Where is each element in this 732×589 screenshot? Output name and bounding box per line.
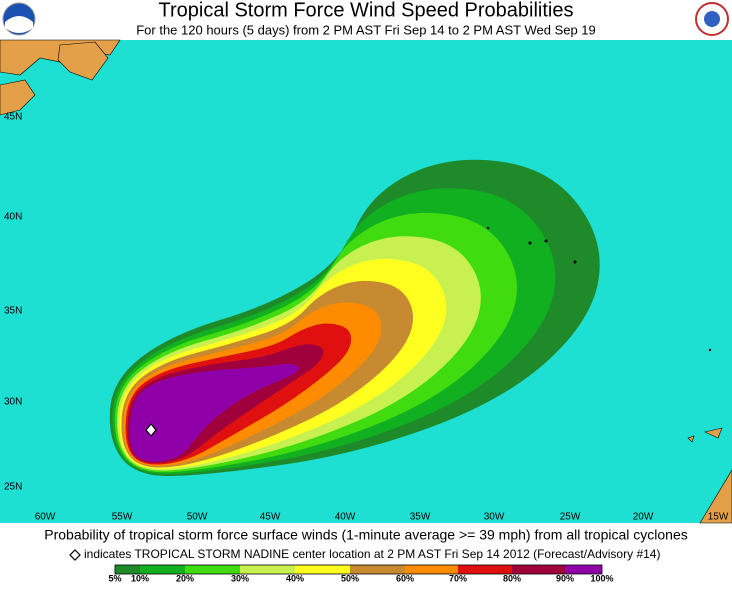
legend-swatch xyxy=(458,565,512,574)
logo-right-inner xyxy=(704,11,720,27)
lat-label: 40N xyxy=(4,212,22,223)
legend-label: 80% xyxy=(503,573,521,583)
logo-left-bird xyxy=(5,16,33,33)
lon-label: 25W xyxy=(560,512,581,523)
lon-label: 30W xyxy=(484,512,505,523)
island xyxy=(573,260,577,264)
lon-label: 35W xyxy=(410,512,431,523)
storm-center-marker xyxy=(145,423,157,437)
subtitle: For the 120 hours (5 days) from 2 PM AST… xyxy=(136,22,596,37)
legend-swatch xyxy=(350,565,405,574)
legend-label: 100% xyxy=(590,573,613,583)
land-canaries xyxy=(687,427,723,443)
island xyxy=(486,226,490,230)
lon-label: 50W xyxy=(187,512,208,523)
legend-swatch xyxy=(115,565,140,574)
island xyxy=(528,241,532,245)
land-newfoundland xyxy=(57,41,109,81)
legend-swatch xyxy=(240,565,295,574)
lat-label: 35N xyxy=(4,306,22,317)
title: Tropical Storm Force Wind Speed Probabil… xyxy=(159,0,574,21)
legend-swatch xyxy=(185,565,240,574)
legend-label: 20% xyxy=(176,573,194,583)
legend-label: 10% xyxy=(131,573,149,583)
contour-level xyxy=(129,364,299,462)
lon-label: 55W xyxy=(112,512,133,523)
legend: 5% 10% 20% 30% 40% 50% 60% 70% 80% 90% 100% xyxy=(108,564,614,583)
legend-swatch xyxy=(140,565,185,574)
note-marker xyxy=(69,549,81,561)
land-nova-scotia xyxy=(0,79,36,116)
island xyxy=(544,239,548,243)
legend-label: 5% xyxy=(108,573,121,583)
legend-frame xyxy=(114,564,603,575)
lon-label: 45W xyxy=(260,512,281,523)
lat-label: 45N xyxy=(4,112,22,123)
legend-label: 70% xyxy=(449,573,467,583)
legend-label: 30% xyxy=(231,573,249,583)
lon-label: 15W xyxy=(708,512,729,523)
probability-contours xyxy=(109,159,600,476)
island xyxy=(708,348,712,352)
legend-swatch xyxy=(512,565,565,574)
note: indicates TROPICAL STORM NADINE center l… xyxy=(84,547,660,561)
lat-label: 25N xyxy=(4,482,22,493)
noaa-logo xyxy=(2,2,729,36)
lon-label: 20W xyxy=(633,512,654,523)
legend-label: 90% xyxy=(556,573,574,583)
lon-label: 40W xyxy=(335,512,356,523)
caption: Probability of tropical storm force surf… xyxy=(44,527,688,543)
land xyxy=(0,39,732,524)
land-africa xyxy=(699,469,732,524)
legend-label: 40% xyxy=(286,573,304,583)
latitude-labels: 45N 40N 35N 30N 25N xyxy=(4,112,22,493)
lon-label: 60W xyxy=(35,512,56,523)
legend-swatch xyxy=(295,565,350,574)
legend-swatch xyxy=(565,565,602,574)
legend-label: 50% xyxy=(341,573,359,583)
lat-label: 30N xyxy=(4,397,22,408)
legend-label: 60% xyxy=(396,573,414,583)
legend-swatch xyxy=(405,565,458,574)
longitude-labels: 60W 55W 50W 45W 40W 35W 30W 25W 20W 15W xyxy=(35,512,729,523)
islands xyxy=(486,226,712,352)
